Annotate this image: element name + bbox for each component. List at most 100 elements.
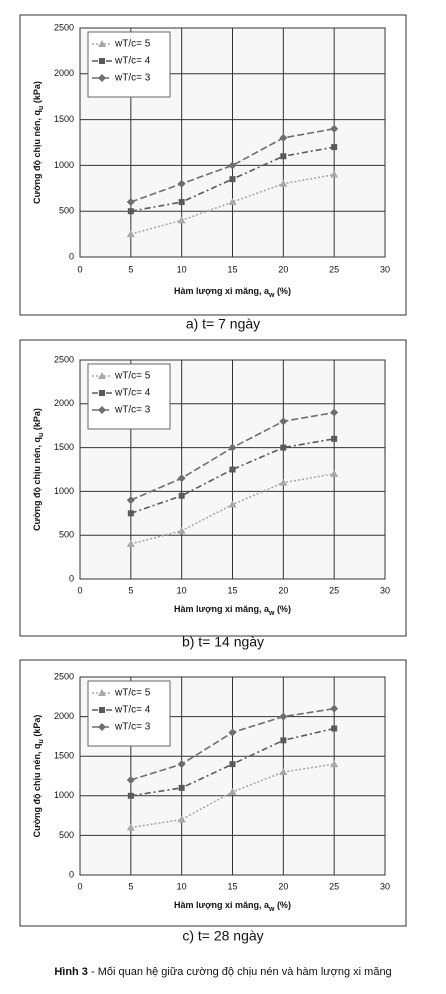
chart-caption: c) t= 28 ngày xyxy=(182,928,263,944)
x-tick-label: 15 xyxy=(227,264,237,274)
y-axis-title-sub: u xyxy=(38,739,45,743)
x-axis-title-sub: w xyxy=(268,610,275,617)
marker xyxy=(280,153,287,160)
x-tick-label: 30 xyxy=(380,264,390,274)
legend-label: wT/c= 5 xyxy=(114,371,151,382)
marker xyxy=(126,539,135,547)
marker xyxy=(98,40,106,47)
marker xyxy=(126,230,135,238)
marker xyxy=(330,704,339,713)
legend-label: wT/c= 5 xyxy=(114,688,151,699)
x-tick-label: 10 xyxy=(177,881,187,891)
y-tick-label: 500 xyxy=(59,206,74,216)
x-tick-label: 10 xyxy=(177,264,187,274)
y-axis-title-sub: u xyxy=(38,106,45,110)
x-tick-label: 20 xyxy=(278,881,288,891)
x-tick-label: 25 xyxy=(329,585,339,595)
marker xyxy=(127,208,134,215)
y-axis-title-suffix: (kPa) xyxy=(32,408,42,433)
marker xyxy=(177,216,186,224)
marker xyxy=(228,500,237,508)
series-line xyxy=(130,127,335,203)
x-axis-title-text: Hàm lượng xi măng, a xyxy=(174,286,270,296)
x-axis-title-suffix: (%) xyxy=(274,604,291,614)
marker xyxy=(99,58,105,64)
marker xyxy=(126,775,135,784)
marker xyxy=(126,198,135,207)
panel-border xyxy=(19,339,407,637)
marker xyxy=(178,784,185,791)
y-tick-label: 2500 xyxy=(54,22,74,32)
marker xyxy=(228,728,237,737)
marker xyxy=(178,492,185,499)
y-axis-title: Cường độ chịu nén, qu (kPa) xyxy=(32,715,45,838)
marker xyxy=(99,390,105,396)
marker xyxy=(331,435,338,442)
panel-border xyxy=(19,14,407,316)
y-tick-label: 2500 xyxy=(54,671,74,681)
x-axis-title: Hàm lượng xi măng, aw (%) xyxy=(174,286,291,299)
x-tick-label: 0 xyxy=(77,585,82,595)
x-tick-label: 30 xyxy=(380,585,390,595)
marker xyxy=(228,787,237,795)
y-tick-label: 1500 xyxy=(54,751,74,761)
marker xyxy=(228,198,237,206)
chart: 0 500 1000 1500 2000 2500 0 5 10 15 20 25 30 Hàm lượn… xyxy=(19,659,407,944)
x-axis-title-suffix: (%) xyxy=(274,900,291,910)
y-tick-label: 1500 xyxy=(54,442,74,452)
x-tick-label: 20 xyxy=(278,585,288,595)
y-tick-label: 2000 xyxy=(54,711,74,721)
marker xyxy=(280,737,287,744)
y-axis-title-suffix: (kPa) xyxy=(32,715,42,740)
legend-label: wT/c= 4 xyxy=(114,56,151,67)
marker xyxy=(228,443,237,452)
x-tick-label: 5 xyxy=(128,585,133,595)
x-tick-label: 15 xyxy=(227,881,237,891)
y-tick-label: 0 xyxy=(69,573,74,583)
y-axis-title: Cường độ chịu nén, qu (kPa) xyxy=(32,81,45,204)
marker xyxy=(279,179,288,187)
marker xyxy=(177,526,186,534)
x-axis-title-suffix: (%) xyxy=(274,286,291,296)
x-tick-label: 25 xyxy=(329,881,339,891)
marker xyxy=(177,760,186,769)
y-tick-label: 2500 xyxy=(54,354,74,364)
legend-label: wT/c= 4 xyxy=(114,705,151,716)
marker xyxy=(98,689,106,696)
legend-label: wT/c= 3 xyxy=(114,722,151,733)
x-tick-label: 0 xyxy=(77,881,82,891)
marker xyxy=(229,176,236,183)
marker xyxy=(99,707,105,713)
marker xyxy=(229,466,236,473)
marker xyxy=(126,823,135,831)
marker xyxy=(330,408,339,417)
figure-text: - Mối quan hệ giữa cường độ chịu nén và … xyxy=(88,966,392,978)
x-tick-label: 30 xyxy=(380,881,390,891)
marker xyxy=(330,124,339,133)
marker xyxy=(177,474,186,483)
chart-caption: a) t= 7 ngày xyxy=(186,316,260,332)
y-tick-label: 1000 xyxy=(54,486,74,496)
x-tick-label: 5 xyxy=(128,881,133,891)
marker xyxy=(228,161,237,170)
x-tick-label: 5 xyxy=(128,264,133,274)
y-axis-title-sub: u xyxy=(38,433,45,437)
y-axis-title-text: Cường độ chịu nén, q xyxy=(32,437,42,531)
x-axis-title-text: Hàm lượng xi măng, a xyxy=(174,604,270,614)
x-tick-label: 10 xyxy=(177,585,187,595)
y-tick-label: 2000 xyxy=(54,68,74,78)
chart: 0 500 1000 1500 2000 2500 0 5 10 15 20 25 30 Hàm lượn… xyxy=(19,339,407,650)
y-tick-label: 0 xyxy=(69,251,74,261)
marker xyxy=(331,144,338,151)
legend-label: wT/c= 3 xyxy=(114,73,151,84)
x-axis-title-text: Hàm lượng xi măng, a xyxy=(174,900,270,910)
legend-label: wT/c= 4 xyxy=(114,388,151,399)
marker xyxy=(177,179,186,188)
marker xyxy=(98,406,106,414)
series-line xyxy=(130,173,335,235)
y-axis-title-text: Cường độ chịu nén, q xyxy=(32,110,42,204)
marker xyxy=(279,768,288,776)
marker xyxy=(177,815,186,823)
figure-label: Hình 3 xyxy=(54,966,88,978)
marker xyxy=(98,74,106,82)
